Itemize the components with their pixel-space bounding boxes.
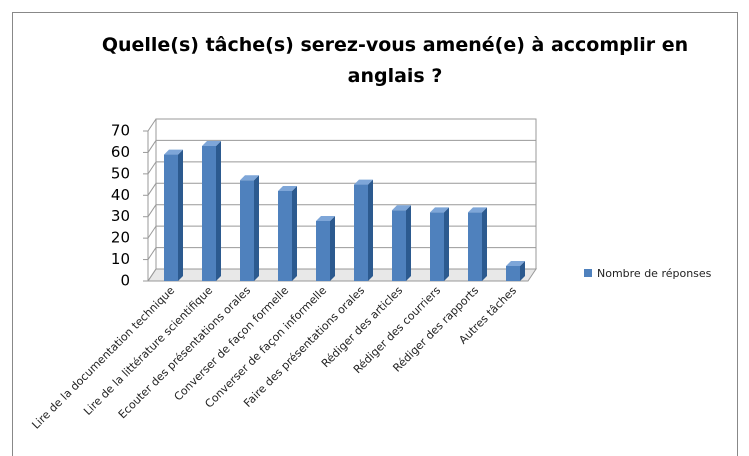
bar-face [506, 261, 525, 266]
y-tick-label: 70 [111, 122, 130, 140]
grid-line [147, 140, 157, 153]
bar-face [354, 179, 373, 185]
bar-face [316, 216, 335, 221]
y-tick-label: 0 [120, 272, 130, 290]
bar-face [368, 179, 373, 281]
bar-face [240, 180, 254, 281]
bar-face [392, 210, 406, 281]
bar-face [202, 146, 216, 281]
bar-face [406, 205, 411, 281]
legend-swatch [584, 269, 592, 277]
y-tick-label: 60 [111, 143, 130, 161]
bar-face [506, 266, 520, 281]
bar [430, 207, 449, 281]
bar-face [468, 212, 482, 281]
bar-face [444, 207, 449, 281]
bar-face [330, 216, 335, 281]
bar-face [164, 154, 178, 281]
bar-face [354, 184, 368, 281]
bar-face [430, 207, 449, 213]
bar-face [164, 149, 183, 155]
bar [392, 205, 411, 281]
bar-face [520, 261, 525, 281]
x-tick-label: Lire de la documentation technique [29, 284, 177, 432]
bar-face [240, 175, 259, 181]
y-tick-label: 40 [111, 186, 130, 204]
bar-face [254, 175, 259, 281]
bar [354, 179, 373, 281]
bar-face [278, 191, 292, 281]
bar-face [292, 186, 297, 281]
grid-line [147, 204, 157, 217]
grid-line [147, 247, 157, 260]
grid-line [147, 118, 157, 132]
bar-face [430, 212, 444, 281]
y-tick-label: 30 [111, 207, 130, 225]
bar [164, 149, 183, 281]
bar [468, 207, 487, 281]
grid-line [147, 161, 157, 175]
bar [240, 175, 259, 281]
bar [202, 141, 221, 281]
bar-face [178, 149, 183, 281]
bar-face [392, 205, 411, 211]
bar-face [278, 186, 297, 191]
bar [278, 186, 297, 281]
bar-face [216, 141, 221, 281]
bar [316, 216, 335, 281]
y-tick-label: 20 [111, 229, 130, 247]
bar-face [202, 141, 221, 146]
bar-face [482, 207, 487, 281]
chart-title: Quelle(s) tâche(s) serez-vous amené(e) à… [101, 34, 689, 87]
y-tick-label: 50 [111, 164, 130, 182]
bar-face [316, 221, 330, 281]
chart-border [12, 12, 738, 456]
legend-label: Nombre de réponses [597, 267, 712, 280]
y-tick-label: 10 [111, 250, 130, 268]
bar-face [468, 207, 487, 213]
bar [506, 261, 525, 281]
grid-line [147, 183, 157, 196]
grid-line [147, 268, 157, 282]
grid-line [147, 225, 157, 239]
